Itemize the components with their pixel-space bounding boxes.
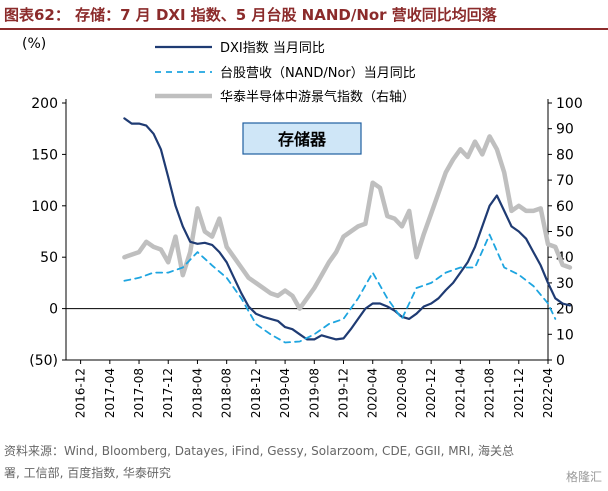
right-tick-label: 100: [556, 96, 583, 112]
x-tick-label: 2021-12: [512, 368, 526, 418]
legend-label: 台股营收（NAND/Nor）当月同比: [220, 66, 416, 81]
x-tick-label: 2019-04: [278, 368, 292, 418]
x-tick-label: 2019-08: [307, 368, 321, 418]
annotation-box: [242, 122, 362, 155]
source-note: 资料来源：Wind, Bloomberg, Datayes, iFind, Ge…: [4, 444, 515, 480]
x-tick-label: 2018-04: [190, 368, 204, 418]
series-dxi-line: [123, 117, 572, 341]
x-tick-label: 2021-04: [453, 368, 467, 418]
right-tick-label: 0: [556, 353, 565, 369]
x-tick-label: 2018-08: [220, 368, 234, 418]
left-tick-label: 150: [31, 147, 58, 163]
chart-title: 图表62： 存储：7 月 DXI 指数、5 月台股 NAND/Nor 营收同比均…: [4, 6, 497, 24]
left-axis-unit: (%): [22, 36, 46, 52]
x-tick-label: 2022-04: [541, 368, 555, 418]
x-tick-label: 2017-04: [103, 368, 117, 418]
watermark-logo: 格隆汇: [565, 470, 602, 484]
x-tick-label: 2020-04: [366, 368, 380, 418]
x-tick-label: 2017-12: [161, 368, 175, 418]
series-nand-line: [123, 233, 557, 344]
x-tick-label: 2020-08: [395, 368, 409, 418]
left-tick-label: 0: [49, 302, 58, 318]
x-tick-label: 2021-08: [483, 368, 497, 418]
right-tick-label: 60: [556, 199, 574, 215]
right-tick-label: 10: [556, 327, 574, 343]
chart-series: [122, 117, 573, 344]
left-tick-label: (50): [29, 353, 58, 369]
x-tick-label: 2020-12: [424, 368, 438, 418]
chart-area: (%)(50)050100150200010203040506070809010…: [22, 36, 583, 418]
chart-legend: DXI指数 当月同比台股营收（NAND/Nor）当月同比华泰半导体中游景气指数（…: [155, 41, 416, 105]
right-tick-label: 70: [556, 173, 574, 189]
x-tick-label: 2017-08: [132, 368, 146, 418]
x-tick-label: 2018-12: [249, 368, 263, 418]
legend-label: DXI指数 当月同比: [220, 41, 325, 56]
right-tick-label: 30: [556, 276, 574, 292]
right-tick-label: 80: [556, 147, 574, 163]
title-divider: [0, 28, 608, 30]
chart-axes: (%)(50)050100150200010203040506070809010…: [22, 36, 583, 418]
left-tick-label: 100: [31, 199, 58, 215]
annotation-label: 存储器: [278, 130, 327, 149]
x-tick-label: 2019-12: [337, 368, 351, 418]
x-tick-label: 2016-12: [74, 368, 88, 418]
series-baidu-line: [122, 134, 573, 311]
right-tick-label: 50: [556, 225, 574, 241]
left-tick-label: 200: [31, 96, 58, 112]
legend-label: 华泰半导体中游景气指数（右轴）: [220, 89, 415, 105]
right-tick-label: 90: [556, 122, 574, 138]
chart-annotation: 存储器: [242, 122, 362, 155]
left-tick-label: 50: [40, 250, 58, 266]
